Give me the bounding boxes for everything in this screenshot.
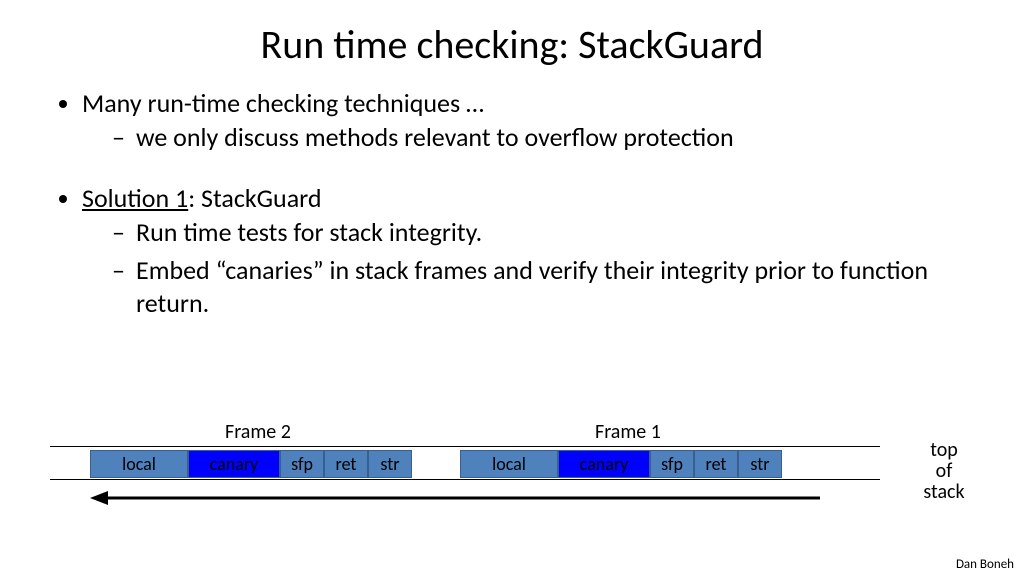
- frame2-sfp: sfp: [280, 450, 324, 478]
- author-label: Dan Boneh: [956, 557, 1014, 572]
- frame2-local: local: [90, 450, 188, 478]
- arrow-left: [90, 488, 820, 513]
- bullet-2: Solution 1: StackGuard Run time tests fo…: [82, 182, 974, 320]
- top-of-stack-label: top of stack: [914, 440, 974, 503]
- frame1-label: Frame 1: [595, 420, 661, 444]
- bullet-2-rest: : StackGuard: [188, 182, 321, 214]
- slide: Run time checking: StackGuard Many run-t…: [0, 0, 1024, 576]
- slide-title: Run time checking: StackGuard: [50, 20, 974, 69]
- bullet-2b: Embed “canaries” in stack frames and ver…: [112, 254, 974, 319]
- bullet-1: Many run-time checking techniques … we o…: [82, 87, 974, 154]
- top-of-stack-l1: top: [914, 440, 974, 461]
- top-of-stack-l2: of: [914, 461, 974, 482]
- frame1-ret: ret: [694, 450, 738, 478]
- bullet-2a: Run time tests for stack integrity.: [112, 216, 974, 249]
- frame2-str: str: [368, 450, 412, 478]
- stack-diagram: Frame 2 Frame 1 local canary sfp ret str…: [50, 420, 974, 513]
- frame1-cells: local canary sfp ret str: [460, 450, 782, 478]
- bullet-list: Many run-time checking techniques … we o…: [50, 87, 974, 154]
- bullet-2-label: Solution 1: [82, 182, 188, 214]
- frame2-label: Frame 2: [225, 420, 291, 444]
- frame1-str: str: [738, 450, 782, 478]
- frame2-ret: ret: [324, 450, 368, 478]
- stack-rail: local canary sfp ret str local canary sf…: [50, 446, 880, 480]
- frame2-cells: local canary sfp ret str: [90, 450, 412, 478]
- frame1-sfp: sfp: [650, 450, 694, 478]
- bullet-1a: we only discuss methods relevant to over…: [112, 121, 974, 154]
- frame1-local: local: [460, 450, 558, 478]
- arrow-left-icon: [90, 488, 820, 508]
- top-of-stack-l3: stack: [914, 482, 974, 503]
- frame1-canary: canary: [558, 450, 650, 478]
- bullet-list-2: Solution 1: StackGuard Run time tests fo…: [50, 182, 974, 320]
- bullet-1-text: Many run-time checking techniques …: [82, 87, 484, 119]
- frame2-canary: canary: [188, 450, 280, 478]
